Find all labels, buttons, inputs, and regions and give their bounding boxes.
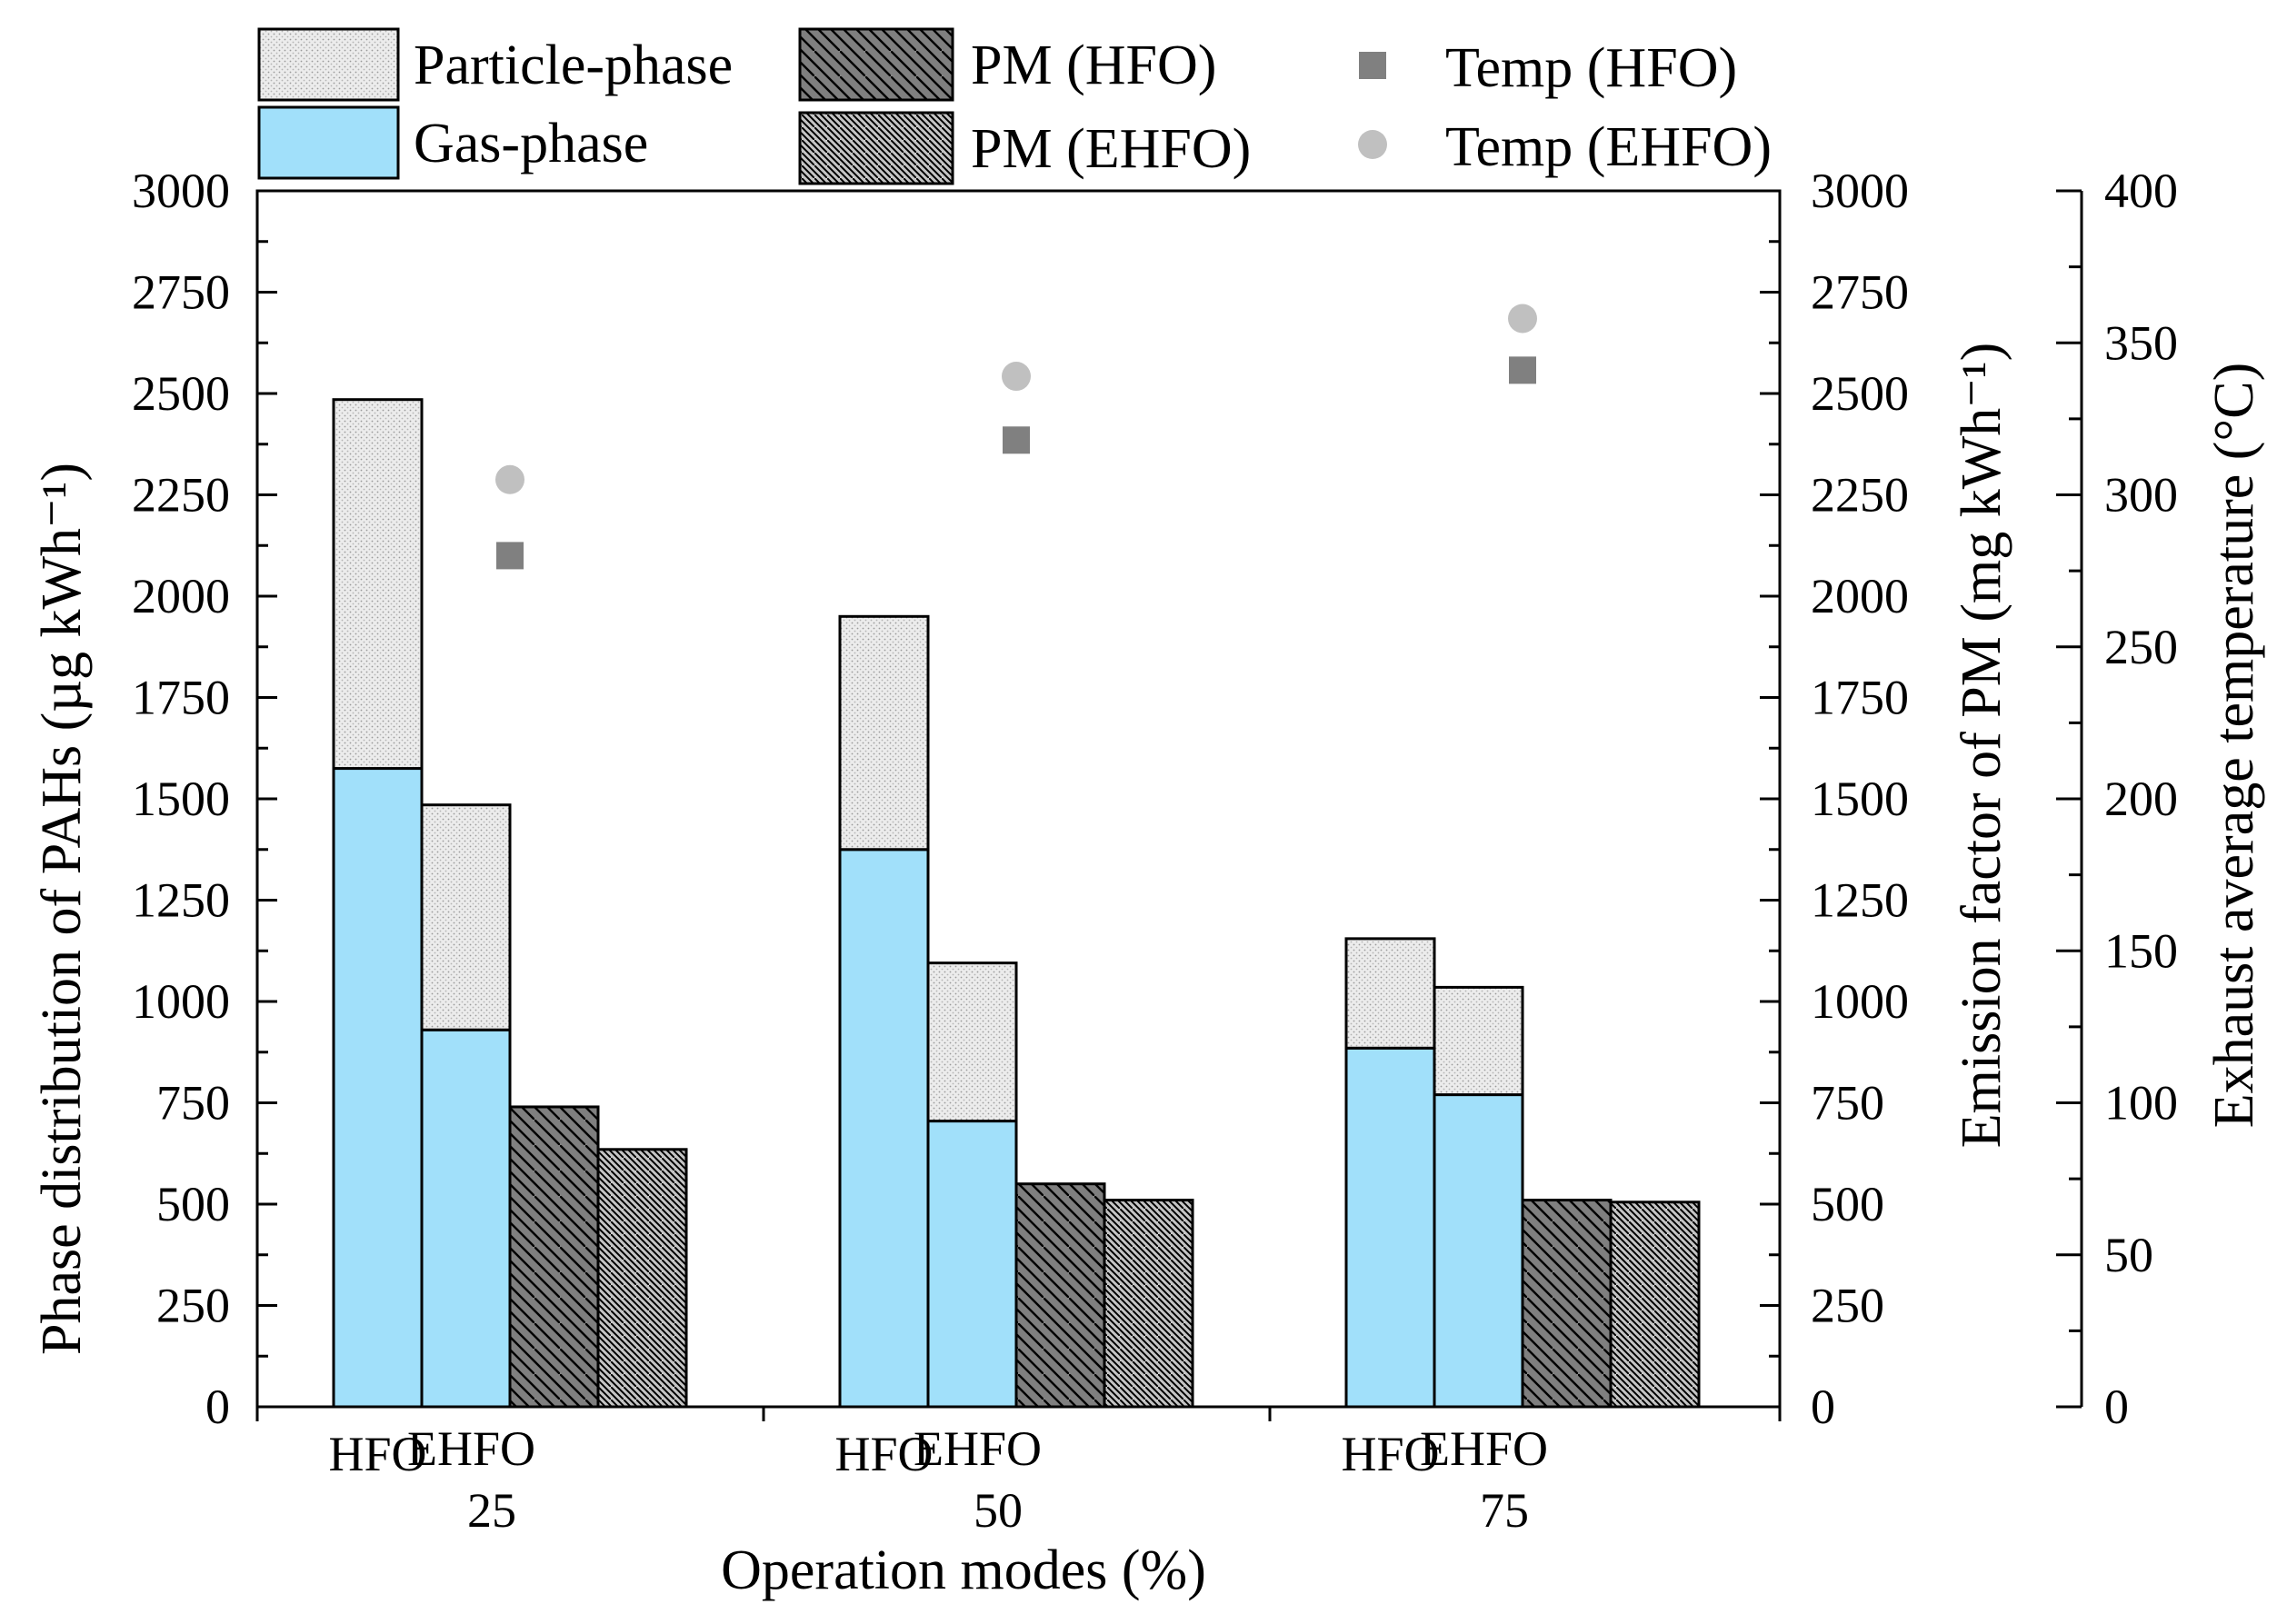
right-tick-label: 1250 bbox=[1811, 873, 1909, 928]
bar-label-ehfo: EHFO bbox=[407, 1421, 535, 1476]
bar-pm-hfo-25 bbox=[508, 1105, 600, 1409]
left-y-axis: 0 250 500 750 1000 1250 1500 1750 2000 2250 2500 27… bbox=[132, 164, 277, 1434]
left-tick-label: 1500 bbox=[132, 772, 230, 826]
bar-pm-ehfo-25 bbox=[596, 1148, 688, 1409]
legend-swatch-particle bbox=[257, 27, 400, 102]
legend-label-particle: Particle-phase bbox=[414, 35, 733, 96]
right-tick-label: 1500 bbox=[1811, 772, 1909, 826]
right-tick-label: 1750 bbox=[1811, 671, 1909, 725]
legend: Particle-phase Gas-phase PM (HFO) PM (EHFO)… bbox=[257, 27, 1772, 185]
legend-swatch-pm-ehfo bbox=[798, 111, 954, 185]
right2-y-axis-title: Exhaust average temperature (°C) bbox=[2203, 363, 2265, 1128]
marker-temp-hfo-50 bbox=[1003, 426, 1030, 454]
left-tick-label: 1750 bbox=[132, 671, 230, 725]
temperature-markers bbox=[495, 304, 1537, 570]
bar-pm-ehfo-50 bbox=[1103, 1199, 1194, 1409]
x-category-label: 50 bbox=[974, 1483, 1023, 1538]
right-tick-label: 2000 bbox=[1811, 569, 1909, 623]
left-tick-label: 750 bbox=[156, 1076, 230, 1131]
bar-particle-ehfo-25 bbox=[420, 803, 512, 1031]
left-tick-label: 0 bbox=[205, 1380, 230, 1434]
right-tick-label: 2500 bbox=[1811, 366, 1909, 421]
legend-label-pm-ehfo: PM (EHFO) bbox=[971, 118, 1251, 180]
right2-tick-label: 0 bbox=[2104, 1380, 2129, 1434]
right2-tick-label: 350 bbox=[2104, 315, 2178, 370]
legend-label-gas: Gas-phase bbox=[414, 113, 648, 174]
bar-pm-ehfo-75 bbox=[1609, 1201, 1701, 1409]
legend-marker-temp-ehfo bbox=[1358, 130, 1387, 159]
right-tick-label: 750 bbox=[1811, 1076, 1884, 1131]
bar-label-ehfo: EHFO bbox=[914, 1421, 1042, 1476]
bar-label-ehfo: EHFO bbox=[1420, 1421, 1548, 1476]
bar-gas-ehfo-50 bbox=[926, 1120, 1018, 1409]
legend-label-temp-hfo: Temp (HFO) bbox=[1445, 37, 1737, 99]
right2-y-axis: 0 50 100 150 200 250 300 350 400 bbox=[2056, 164, 2178, 1434]
right-y-axis-title: Emission factor of PM (mg kWh⁻¹) bbox=[1951, 343, 2012, 1148]
x-category-label: 75 bbox=[1480, 1483, 1529, 1538]
bar-label-hfo: HFO bbox=[1341, 1427, 1439, 1481]
legend-label-pm-hfo: PM (HFO) bbox=[971, 35, 1216, 96]
right-y-axis: 0 250 500 750 1000 1250 1500 1750 2000 2250 2500 27… bbox=[1760, 164, 1909, 1434]
legend-swatch-gas bbox=[257, 105, 400, 180]
bar-gas-hfo-50 bbox=[838, 848, 930, 1409]
right2-tick-label: 200 bbox=[2104, 772, 2178, 826]
bar-label-hfo: HFO bbox=[834, 1427, 933, 1481]
left-tick-label: 2500 bbox=[132, 366, 230, 421]
marker-temp-hfo-75 bbox=[1509, 356, 1536, 384]
right2-tick-label: 100 bbox=[2104, 1076, 2178, 1131]
right-tick-label: 2750 bbox=[1811, 265, 1909, 320]
left-tick-label: 1250 bbox=[132, 873, 230, 928]
legend-swatch-pm-hfo bbox=[798, 27, 954, 102]
marker-temp-hfo-25 bbox=[496, 542, 524, 570]
bar-gas-ehfo-75 bbox=[1433, 1093, 1524, 1409]
bar-particle-hfo-25 bbox=[332, 398, 424, 771]
right2-tick-label: 50 bbox=[2104, 1228, 2153, 1282]
right2-tick-label: 300 bbox=[2104, 468, 2178, 523]
bar-gas-hfo-75 bbox=[1344, 1046, 1436, 1409]
left-tick-label: 2750 bbox=[132, 265, 230, 320]
left-tick-label: 500 bbox=[156, 1177, 230, 1231]
right2-tick-label: 400 bbox=[2104, 164, 2178, 218]
bar-particle-hfo-75 bbox=[1344, 937, 1436, 1050]
left-y-axis-title: Phase distribution of PAHs (µg kWh⁻¹) bbox=[31, 463, 93, 1355]
bar-gas-hfo-25 bbox=[332, 767, 424, 1409]
right-tick-label: 3000 bbox=[1811, 164, 1909, 218]
right-tick-label: 250 bbox=[1811, 1279, 1884, 1333]
bars bbox=[332, 398, 1701, 1409]
bar-gas-ehfo-25 bbox=[420, 1028, 512, 1409]
bar-particle-ehfo-75 bbox=[1433, 985, 1524, 1097]
left-tick-label: 250 bbox=[156, 1279, 230, 1333]
right-tick-label: 2250 bbox=[1811, 468, 1909, 523]
bar-particle-ehfo-50 bbox=[926, 961, 1018, 1123]
legend-label-temp-ehfo: Temp (EHFO) bbox=[1445, 116, 1772, 178]
legend-marker-temp-hfo bbox=[1359, 52, 1386, 79]
left-tick-label: 2000 bbox=[132, 569, 230, 623]
marker-temp-ehfo-25 bbox=[495, 464, 524, 494]
bar-label-hfo: HFO bbox=[328, 1427, 426, 1481]
x-category-label: 25 bbox=[467, 1483, 516, 1538]
marker-temp-ehfo-75 bbox=[1508, 304, 1537, 334]
left-tick-label: 3000 bbox=[132, 164, 230, 218]
left-tick-label: 2250 bbox=[132, 468, 230, 523]
right2-tick-label: 250 bbox=[2104, 620, 2178, 674]
marker-temp-ehfo-50 bbox=[1002, 362, 1031, 392]
right-tick-label: 0 bbox=[1811, 1380, 1835, 1434]
bar-particle-hfo-50 bbox=[838, 614, 930, 852]
bar-pm-hfo-75 bbox=[1521, 1199, 1613, 1409]
left-tick-label: 1000 bbox=[132, 974, 230, 1029]
right-tick-label: 500 bbox=[1811, 1177, 1884, 1231]
right-tick-label: 1000 bbox=[1811, 974, 1909, 1029]
right2-tick-label: 150 bbox=[2104, 923, 2178, 978]
x-axis-title: Operation modes (%) bbox=[721, 1539, 1206, 1601]
bar-pm-hfo-50 bbox=[1014, 1182, 1106, 1409]
